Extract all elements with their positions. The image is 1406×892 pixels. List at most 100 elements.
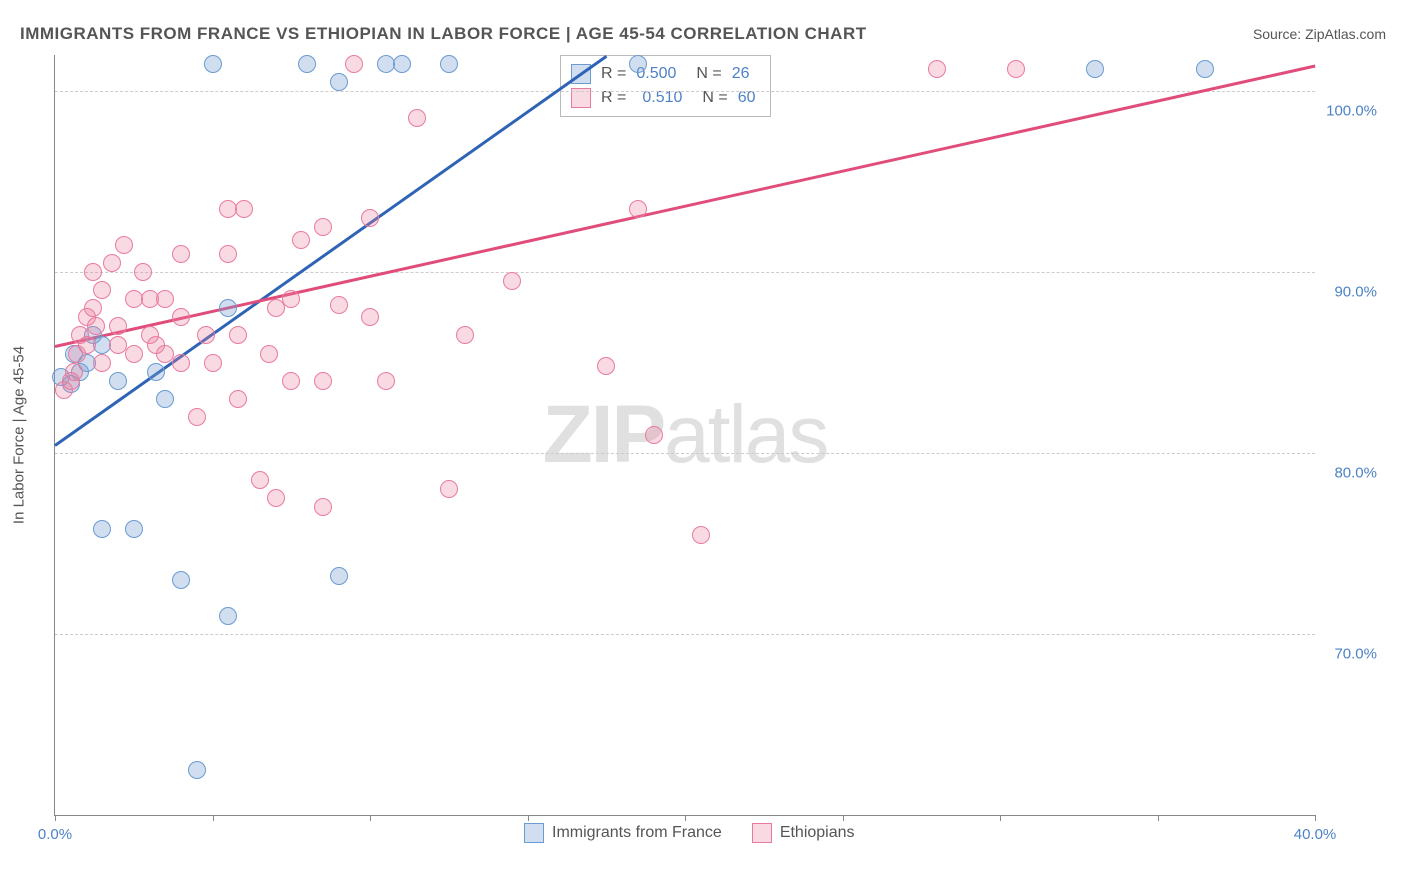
- data-point: [629, 200, 647, 218]
- data-point: [219, 607, 237, 625]
- y-tick-label: 80.0%: [1334, 465, 1377, 482]
- data-point: [282, 290, 300, 308]
- data-point: [156, 390, 174, 408]
- x-tick: [1158, 815, 1159, 821]
- swatch-ethiopians-icon: [752, 823, 772, 843]
- x-tick-label: 0.0%: [38, 826, 72, 843]
- chart-header: IMMIGRANTS FROM FRANCE VS ETHIOPIAN IN L…: [20, 24, 1386, 44]
- data-point: [314, 218, 332, 236]
- data-point: [229, 390, 247, 408]
- data-point: [282, 372, 300, 390]
- gridline: [55, 453, 1315, 454]
- r-value-2: 0.510: [642, 86, 682, 110]
- data-point: [393, 55, 411, 73]
- legend-item-ethiopians: Ethiopians: [752, 823, 855, 843]
- data-point: [109, 372, 127, 390]
- plot-area: In Labor Force | Age 45-54 ZIPatlas R = …: [54, 55, 1315, 816]
- x-tick: [55, 815, 56, 821]
- data-point: [1086, 60, 1104, 78]
- data-point: [188, 761, 206, 779]
- data-point: [93, 354, 111, 372]
- x-tick: [370, 815, 371, 821]
- x-tick: [528, 815, 529, 821]
- data-point: [134, 263, 152, 281]
- data-point: [156, 290, 174, 308]
- data-point: [440, 480, 458, 498]
- data-point: [204, 354, 222, 372]
- data-point: [503, 272, 521, 290]
- data-point: [147, 363, 165, 381]
- chart-title: IMMIGRANTS FROM FRANCE VS ETHIOPIAN IN L…: [20, 24, 867, 44]
- n-label: N =: [702, 86, 727, 110]
- x-tick: [685, 815, 686, 821]
- data-point: [65, 363, 83, 381]
- bottom-legend: Immigrants from France Ethiopians: [524, 823, 855, 843]
- data-point: [93, 281, 111, 299]
- data-point: [298, 55, 316, 73]
- data-point: [267, 489, 285, 507]
- data-point: [109, 317, 127, 335]
- x-tick: [213, 815, 214, 821]
- data-point: [1196, 60, 1214, 78]
- chart-source: Source: ZipAtlas.com: [1253, 26, 1386, 42]
- data-point: [1007, 60, 1025, 78]
- n-value-1: 26: [732, 62, 750, 86]
- data-point: [172, 571, 190, 589]
- data-point: [219, 299, 237, 317]
- y-axis-title: In Labor Force | Age 45-54: [11, 346, 28, 524]
- data-point: [188, 408, 206, 426]
- r-label: R =: [601, 62, 626, 86]
- x-tick: [1000, 815, 1001, 821]
- data-point: [597, 357, 615, 375]
- legend-label-france: Immigrants from France: [552, 824, 722, 841]
- legend-item-france: Immigrants from France: [524, 823, 722, 843]
- x-tick-label: 40.0%: [1294, 826, 1337, 843]
- data-point: [314, 372, 332, 390]
- data-point: [219, 245, 237, 263]
- data-point: [440, 55, 458, 73]
- trend-line: [54, 55, 607, 446]
- data-point: [456, 326, 474, 344]
- gridline: [55, 91, 1315, 92]
- data-point: [361, 209, 379, 227]
- x-tick: [843, 815, 844, 821]
- data-point: [330, 296, 348, 314]
- data-point: [330, 567, 348, 585]
- y-tick-label: 100.0%: [1326, 103, 1377, 120]
- data-point: [204, 55, 222, 73]
- data-point: [84, 263, 102, 281]
- data-point: [645, 426, 663, 444]
- data-point: [115, 236, 133, 254]
- data-point: [377, 372, 395, 390]
- swatch-france-icon: [524, 823, 544, 843]
- n-label: N =: [696, 62, 721, 86]
- stats-row-1: R = 0.500 N = 26: [571, 62, 756, 86]
- gridline: [55, 272, 1315, 273]
- r-label: R =: [601, 86, 626, 110]
- y-tick-label: 90.0%: [1334, 284, 1377, 301]
- stats-row-2: R = 0.510 N = 60: [571, 86, 756, 110]
- data-point: [125, 345, 143, 363]
- data-point: [928, 60, 946, 78]
- data-point: [172, 308, 190, 326]
- y-tick-label: 70.0%: [1334, 646, 1377, 663]
- x-tick: [1315, 815, 1316, 821]
- gridline: [55, 634, 1315, 635]
- data-point: [172, 354, 190, 372]
- legend-label-ethiopians: Ethiopians: [780, 824, 855, 841]
- data-point: [330, 73, 348, 91]
- data-point: [251, 471, 269, 489]
- chart-container: In Labor Force | Age 45-54 ZIPatlas R = …: [54, 55, 1384, 815]
- data-point: [125, 520, 143, 538]
- n-value-2: 60: [738, 86, 756, 110]
- data-point: [361, 308, 379, 326]
- data-point: [93, 520, 111, 538]
- data-point: [292, 231, 310, 249]
- data-point: [229, 326, 247, 344]
- watermark: ZIPatlas: [543, 388, 828, 482]
- data-point: [314, 498, 332, 516]
- data-point: [103, 254, 121, 272]
- data-point: [197, 326, 215, 344]
- data-point: [78, 336, 96, 354]
- data-point: [345, 55, 363, 73]
